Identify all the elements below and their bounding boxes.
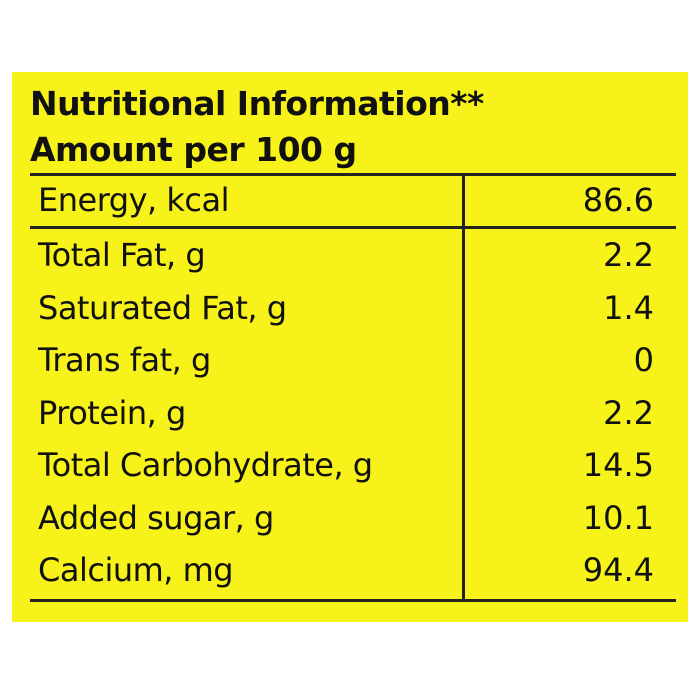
column-rule (462, 175, 465, 599)
table-row: Added sugar, g 10.1 (30, 493, 674, 546)
label-panel: Nutritional Information** Amount per 100… (12, 72, 688, 622)
table-row: Total Fat, g 2.2 (30, 230, 674, 283)
rule (30, 226, 676, 229)
rule (30, 173, 676, 176)
table-row: Energy, kcal 86.6 (30, 175, 674, 230)
nutrient-value: 1.4 (603, 288, 654, 327)
table-row: Protein, g 2.2 (30, 388, 674, 441)
title: Nutritional Information** (30, 84, 484, 123)
nutrient-value: 94.4 (582, 551, 654, 589)
table-row: Saturated Fat, g 1.4 (30, 283, 674, 336)
table: Energy, kcal 86.6 Total Fat, g 2.2 Saturated… (30, 175, 674, 598)
nutrient-value: 10.1 (582, 498, 654, 537)
nutrient-label: Energy, kcal (38, 181, 230, 219)
nutrient-value: 14.5 (582, 446, 654, 484)
nutrient-label: Trans fat, g (38, 341, 211, 379)
rule (30, 599, 676, 602)
nutrient-value: 0 (633, 341, 654, 379)
table-row: Calcium, mg 94.4 (30, 545, 674, 598)
subtitle: Amount per 100 g (30, 130, 357, 169)
nutrient-label: Protein, g (38, 393, 186, 432)
nutrient-value: 2.2 (603, 393, 654, 432)
nutrient-value: 2.2 (603, 236, 654, 274)
nutrient-label: Added sugar, g (38, 498, 274, 537)
table-row: Trans fat, g 0 (30, 335, 674, 388)
nutrient-label: Total Fat, g (38, 236, 206, 274)
nutrient-label: Total Carbohydrate, g (38, 446, 373, 484)
nutrient-label: Calcium, mg (38, 551, 234, 589)
nutrient-label: Saturated Fat, g (38, 288, 287, 327)
table-row: Total Carbohydrate, g 14.5 (30, 440, 674, 493)
nutrient-value: 86.6 (582, 181, 654, 219)
